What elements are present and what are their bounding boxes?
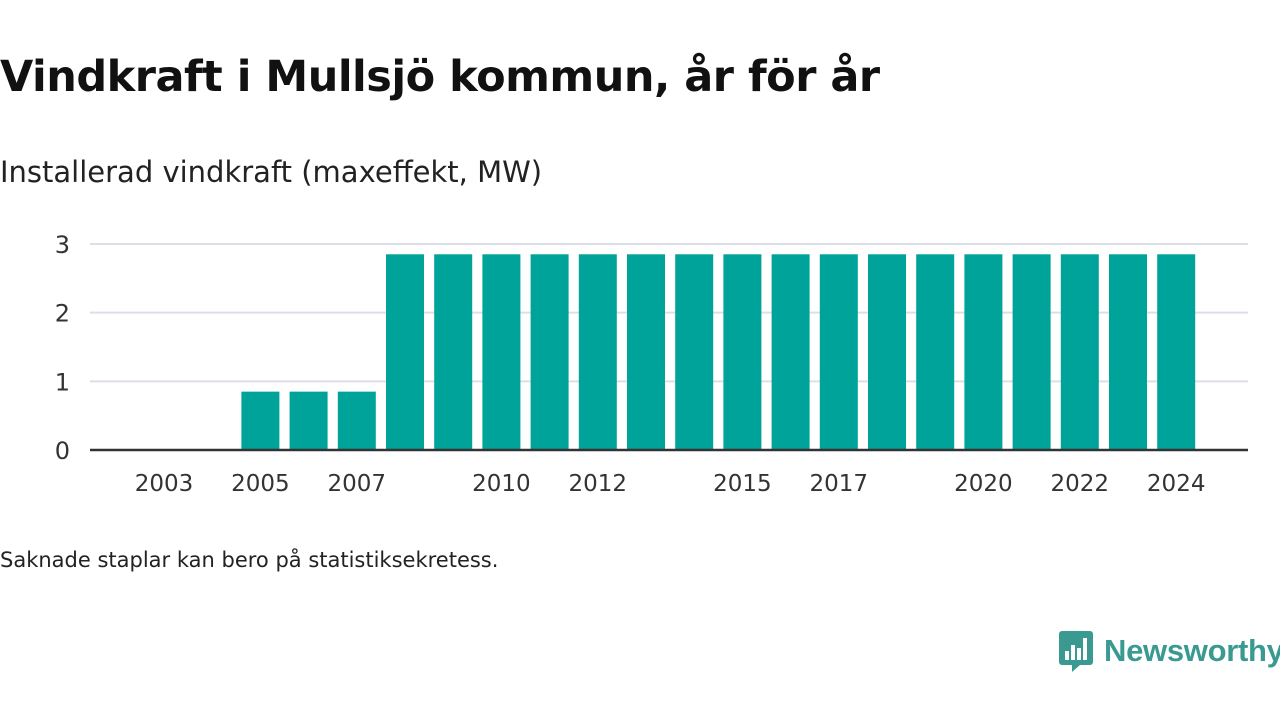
x-tick-label: 2005 [231, 471, 290, 497]
bar-2022 [1060, 254, 1099, 450]
x-tick-label: 2024 [1147, 471, 1206, 497]
bar-2014 [675, 254, 714, 450]
logo-text: Newsworthy [1104, 633, 1280, 668]
x-tick-label: 2015 [713, 471, 772, 497]
y-tick-label: 1 [55, 368, 70, 396]
x-tick-label: 2022 [1051, 471, 1110, 497]
newsworthy-logo: Newsworthy [1058, 628, 1280, 674]
bar-2016 [771, 254, 810, 450]
bar-2024 [1157, 254, 1196, 450]
bar-2009 [434, 254, 473, 450]
y-tick-label: 2 [55, 300, 70, 328]
bar-2011 [530, 254, 569, 450]
bar-2007 [337, 391, 376, 450]
bar-2019 [916, 254, 955, 450]
bar-chart: 0 1 2 3 2003 2005 2007 2010 2012 2015 2017 2020 2022… [55, 231, 1248, 497]
footnote: Saknade staplar kan bero på statistiksek… [0, 548, 499, 572]
y-tick-label: 3 [55, 231, 70, 259]
y-tick-label: 0 [55, 437, 70, 465]
bar-2008 [386, 254, 424, 450]
bar-2013 [627, 254, 665, 450]
bar-2005 [241, 391, 280, 450]
chart-title: Vindkraft i Mullsjö kommun, år för år [0, 52, 880, 102]
x-tick-label: 2007 [328, 471, 387, 497]
bar-2020 [964, 254, 1003, 450]
bar-2006 [289, 391, 328, 450]
x-tick-label: 2010 [472, 471, 531, 497]
bar-2015 [723, 254, 762, 450]
x-tick-label: 2020 [954, 471, 1013, 497]
bar-2017 [819, 254, 858, 450]
x-tick-label: 2012 [569, 471, 628, 497]
bar-2021 [1012, 254, 1051, 450]
bar-2010 [482, 254, 521, 450]
x-tick-label: 2017 [810, 471, 869, 497]
chart-bubble-icon [1059, 631, 1093, 672]
bar-2018 [868, 254, 906, 450]
chart-subtitle: Installerad vindkraft (maxeffekt, MW) [0, 155, 543, 189]
x-tick-label: 2003 [135, 471, 194, 497]
bar-2012 [578, 254, 617, 450]
bar-2023 [1109, 254, 1147, 450]
